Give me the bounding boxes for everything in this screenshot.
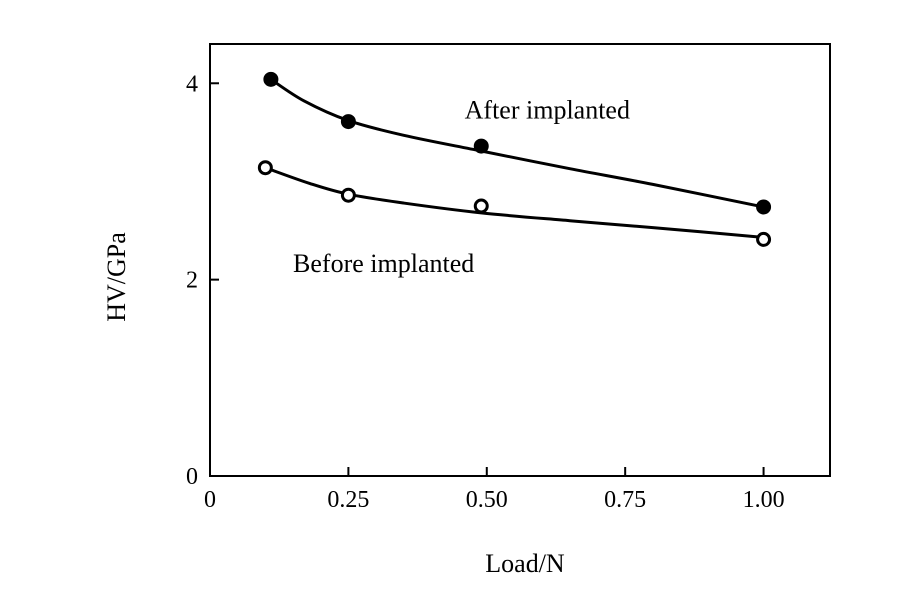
data-point-series-0 <box>473 138 489 154</box>
x-axis-title: Load/N <box>485 549 565 578</box>
x-tick-label: 1.00 <box>743 487 785 513</box>
data-point-series-1 <box>473 198 489 214</box>
series-label-1: Before implanted <box>293 249 474 278</box>
x-tick-label: 0 <box>204 487 216 513</box>
fit-lines-group <box>264 78 764 239</box>
y-tick-label: 2 <box>186 268 198 294</box>
series-label-0: After implanted <box>465 96 630 125</box>
data-point-series-1 <box>257 160 273 176</box>
plot-frame-group <box>209 43 831 477</box>
y-axis-title: HV/GPa <box>102 232 131 322</box>
data-point-series-0 <box>340 114 356 130</box>
plot-frame <box>209 43 831 477</box>
data-points-group <box>257 71 772 247</box>
data-point-series-0 <box>263 71 279 87</box>
data-point-series-1 <box>340 187 356 203</box>
y-tick-label: 4 <box>186 71 198 97</box>
tick-marks-group <box>209 82 765 477</box>
x-tick-label: 0.25 <box>327 487 369 513</box>
annotations-group: After implanted Before implanted <box>293 96 630 278</box>
x-tick-label: 0.75 <box>604 487 646 513</box>
y-tick-label: 0 <box>186 464 198 490</box>
fit-line-series-0 <box>270 78 764 209</box>
data-point-series-0 <box>756 199 772 215</box>
fit-line-series-1 <box>264 166 764 239</box>
data-point-series-1 <box>756 231 772 247</box>
tick-labels-group: 0 0.25 0.50 0.75 1.00 0 2 4 <box>186 71 785 513</box>
x-tick-label: 0.50 <box>466 487 508 513</box>
